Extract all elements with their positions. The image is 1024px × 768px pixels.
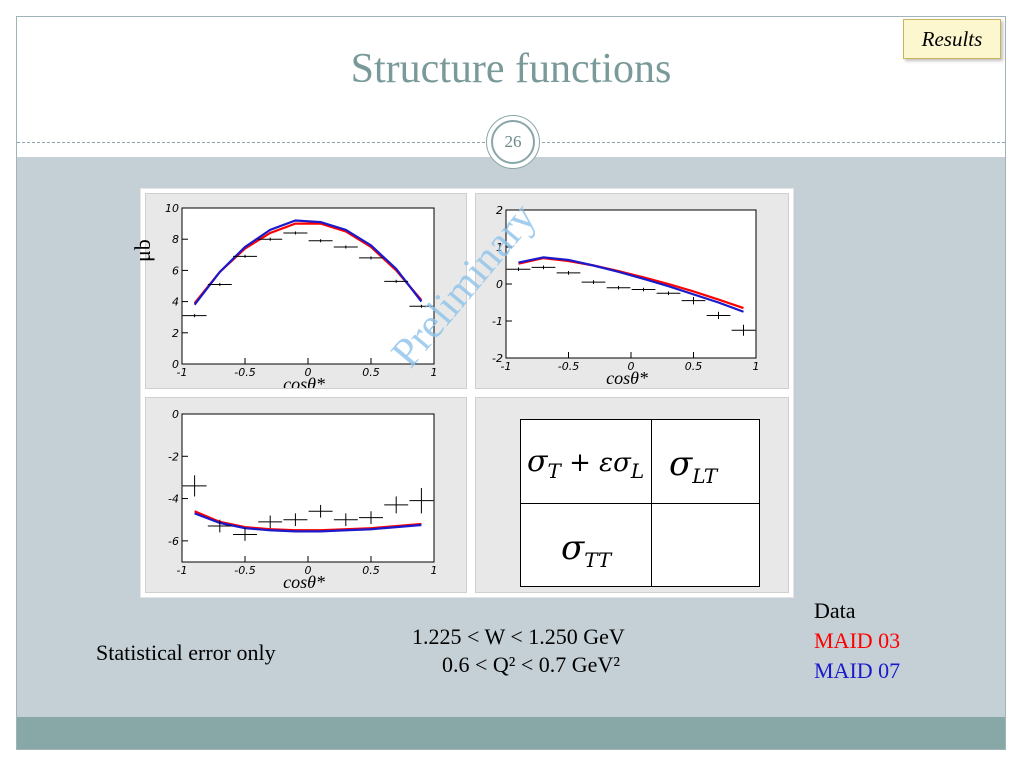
statistical-error-note: Statistical error only (96, 640, 276, 665)
y-tick-label: 1 (496, 241, 503, 254)
y-tick-label: -6 (168, 535, 179, 548)
x-tick-label: -0.5 (558, 360, 579, 373)
series-line-maid-07 (194, 512, 422, 533)
page-title: Structure functions (350, 46, 672, 92)
x-tick-label: 1 (431, 366, 438, 379)
y-tick-label: 10 (165, 202, 179, 215)
y-tick-label: -2 (492, 352, 503, 365)
sub-l: L (630, 459, 645, 483)
plot-frame (181, 413, 435, 563)
x-axis-label: cosθ* (283, 572, 325, 592)
sigma-symbol: σ (561, 528, 585, 568)
page-number: 26 (491, 120, 535, 164)
y-tick-label: 0 (172, 408, 179, 421)
y-tick-label: -2 (168, 450, 179, 463)
plot-panel-tr: -1 -0.5 0 0.5 1 -2 -1 0 1 2 cosθ* (475, 193, 789, 389)
x-tick-label: 1 (431, 564, 438, 577)
sub-tt: TT (584, 547, 612, 572)
y-tick-label: 6 (172, 264, 179, 277)
legend-table: σT + εσL σLT σTT (520, 419, 760, 587)
plus-eps-sigma: + εσ (560, 448, 631, 478)
sub-t: T (547, 459, 561, 483)
series-line-maid-07 (518, 256, 744, 313)
y-tick-label: 2 (496, 204, 503, 217)
sub-lt: LT (692, 463, 718, 488)
page-number-badge: 26 (486, 115, 540, 169)
y-axis-unit-label: μb (130, 239, 155, 262)
x-tick-label: 0 (628, 360, 635, 373)
x-tick-label: 1 (753, 360, 760, 373)
x-tick-label: -1 (177, 564, 188, 577)
legend-cell-sigma-lt: σLT (669, 444, 717, 488)
legend-table-divider-h (521, 503, 759, 504)
kinematics-q2-range: 0.6 < Q² < 0.7 GeV² (442, 652, 620, 677)
x-tick-label: 0 (305, 366, 312, 379)
legend-data: Data (814, 598, 856, 623)
plot-panel-tl: -1 -0.5 0 0.5 1 0 2 4 6 8 10 cosθ* (145, 193, 467, 389)
legend-maid03: MAID 03 (814, 628, 901, 653)
y-tick-label: 4 (172, 296, 179, 309)
sigma-symbol: σ (527, 444, 548, 479)
x-axis-label: cosθ* (283, 374, 325, 388)
footer-band (17, 717, 1005, 749)
series-line-maid-07 (193, 219, 423, 306)
x-tick-label: 0.5 (685, 360, 703, 373)
plot-panel-bl: -1 -0.5 0 0.5 1 -6 -4 -2 0 cosθ* (145, 397, 467, 593)
y-tick-label: 8 (172, 233, 179, 246)
y-tick-label: 0 (496, 278, 503, 291)
x-tick-label: -0.5 (234, 366, 255, 379)
y-tick-label: 2 (172, 327, 179, 340)
section-tag: Results (903, 19, 1001, 59)
kinematics-w-range: 1.225 < W < 1.250 GeV (412, 624, 625, 649)
x-tick-label: -0.5 (234, 564, 255, 577)
legend-cell-sigma-tt: σTT (561, 528, 611, 572)
x-tick-label: -1 (177, 366, 188, 379)
legend-cell-sigma-t-l: σT + εσL (527, 444, 644, 483)
x-tick-label: 0 (305, 564, 312, 577)
y-tick-label: -4 (168, 493, 179, 506)
plot-frame (181, 207, 435, 365)
x-axis-label: cosθ* (606, 368, 648, 388)
sigma-symbol: σ (669, 444, 693, 484)
x-tick-label: 0.5 (362, 366, 380, 379)
legend-maid07: MAID 07 (814, 658, 901, 683)
x-tick-label: -1 (501, 360, 512, 373)
plot-frame (505, 209, 757, 359)
y-tick-label: 0 (172, 358, 179, 371)
x-tick-label: 0.5 (362, 564, 380, 577)
y-tick-label: -1 (492, 315, 503, 328)
